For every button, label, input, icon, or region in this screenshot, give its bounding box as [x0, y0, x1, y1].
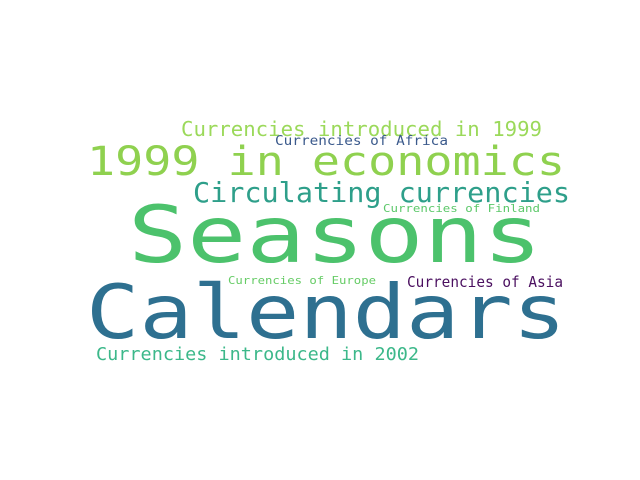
word-circulating-currencies: Circulating currencies	[193, 176, 570, 209]
word-currencies-introduced-1999: Currencies introduced in 1999	[181, 117, 542, 141]
word-calendars: Calendars	[86, 268, 566, 356]
word-1999-in-economics: 1999 in economics	[87, 139, 565, 185]
word-seasons: Seasons	[128, 191, 542, 281]
word-currencies-introduced-2002: Currencies introduced in 2002	[96, 344, 419, 365]
word-currencies-of-africa: Currencies of Africa	[275, 134, 448, 149]
word-currencies-of-europe: Currencies of Europe	[228, 274, 376, 287]
word-currencies-of-finland: Currencies of Finland	[383, 202, 540, 215]
word-currencies-of-asia: Currencies of Asia	[407, 273, 563, 291]
